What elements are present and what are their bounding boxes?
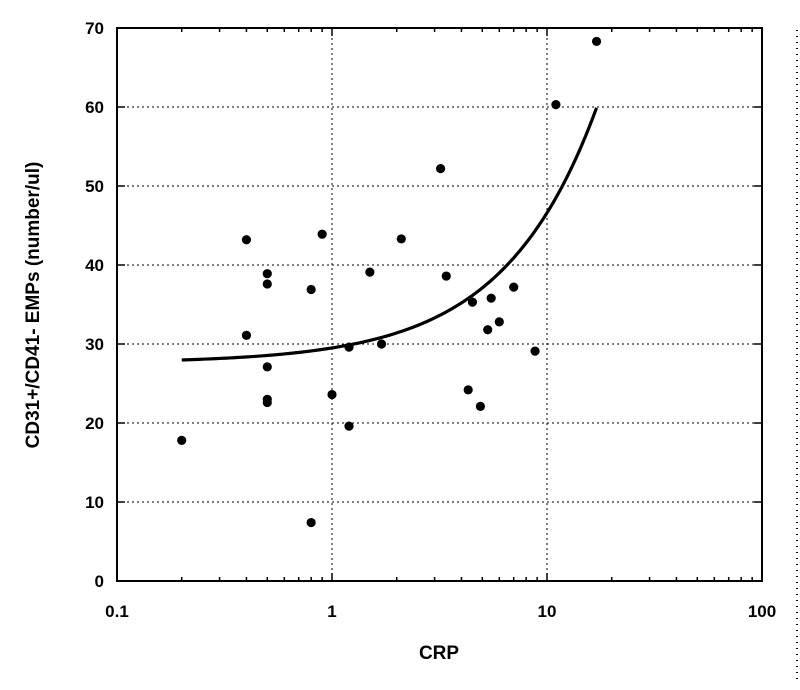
data-point xyxy=(317,229,327,239)
gridlines xyxy=(117,28,762,581)
y-tick-label: 40 xyxy=(85,256,104,275)
data-point xyxy=(262,397,272,408)
y-tick-label: 20 xyxy=(85,414,104,433)
axis-ticks xyxy=(116,27,763,582)
data-point xyxy=(241,235,252,245)
x-tick-label: 1 xyxy=(327,602,336,621)
data-point xyxy=(241,330,252,340)
data-points xyxy=(177,36,602,528)
tick-labels: 0.1 1 10 100 0 10 20 30 40 50 60 70 xyxy=(85,19,776,621)
data-point xyxy=(463,385,473,395)
x-tick-label: 100 xyxy=(748,602,776,621)
data-point xyxy=(396,234,406,244)
data-point xyxy=(591,36,602,47)
y-tick-label: 60 xyxy=(85,98,104,117)
x-axis-title: CRP xyxy=(419,643,459,664)
data-point xyxy=(306,517,316,528)
data-point xyxy=(344,421,354,431)
fit-line-group xyxy=(181,107,599,362)
data-point xyxy=(436,164,446,174)
y-axis-title: CD31+/CD41- EMPs (number/ul) xyxy=(23,162,44,449)
x-tick-label: 0.1 xyxy=(105,602,129,621)
data-point xyxy=(483,325,493,335)
data-point xyxy=(509,282,519,292)
data-point xyxy=(327,389,337,400)
data-point xyxy=(344,342,354,352)
y-tick-label: 10 xyxy=(85,493,104,512)
data-point xyxy=(262,269,272,279)
y-tick-label: 70 xyxy=(85,19,104,38)
data-point xyxy=(494,317,504,327)
data-point xyxy=(376,339,387,349)
data-point xyxy=(262,362,272,372)
data-point xyxy=(530,346,540,356)
data-point xyxy=(262,279,272,289)
y-tick-label: 50 xyxy=(85,177,104,196)
data-point xyxy=(306,284,316,295)
fit-line xyxy=(181,107,599,362)
data-point xyxy=(551,100,561,110)
y-tick-label: 0 xyxy=(95,572,104,591)
data-point xyxy=(365,267,375,277)
data-point xyxy=(177,435,187,445)
plot-frame xyxy=(116,27,763,582)
data-point xyxy=(467,297,478,307)
data-point xyxy=(475,401,485,412)
y-tick-label: 30 xyxy=(85,335,104,354)
data-point xyxy=(441,271,451,281)
data-point xyxy=(486,293,496,303)
x-tick-label: 10 xyxy=(538,602,557,621)
